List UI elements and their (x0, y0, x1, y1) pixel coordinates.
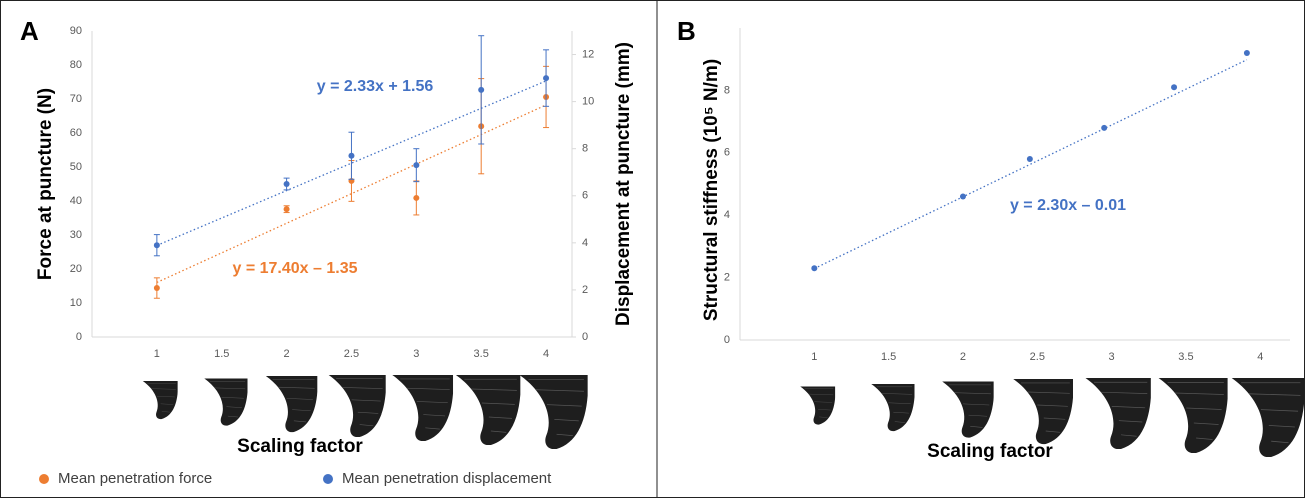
fin-illustration (328, 375, 387, 437)
data-point (1101, 124, 1108, 131)
legend-marker (323, 474, 333, 484)
y2-axis-title: Displacement at puncture (mm) (613, 42, 634, 326)
trendline (814, 59, 1248, 270)
data-point (1243, 49, 1250, 56)
x-axis-title: Scaling factor (237, 436, 363, 457)
y2-tick-label: 6 (582, 190, 588, 202)
data-point (283, 181, 290, 187)
y-tick-label: 20 (70, 263, 82, 275)
panel-label: B (677, 16, 696, 46)
data-point (413, 162, 420, 169)
y2-tick-label: 12 (582, 48, 594, 60)
fin-illustration (799, 386, 836, 425)
x-tick-label: 2 (960, 351, 966, 363)
x-tick-label: 3 (1109, 351, 1115, 363)
fin-illustration (1231, 378, 1305, 457)
data-point (811, 265, 818, 272)
data-point (153, 242, 160, 249)
y-tick-label: 50 (70, 161, 82, 173)
panel-label: A (20, 16, 39, 46)
x-tick-label: 4 (543, 348, 549, 360)
x-tick-label: 3 (413, 348, 419, 360)
y-tick-label: 6 (724, 147, 730, 159)
trendline-equation: y = 2.30x – 0.01 (1010, 197, 1126, 214)
data-point (153, 285, 160, 292)
data-point (959, 193, 966, 200)
y-tick-label: 60 (70, 127, 82, 139)
y-tick-label: 10 (70, 297, 82, 309)
legend-marker (39, 474, 49, 484)
y2-tick-label: 2 (582, 284, 588, 296)
y2-tick-label: 8 (582, 143, 588, 155)
data-point (413, 194, 420, 201)
y2-tick-label: 10 (582, 96, 594, 108)
fin-illustration (142, 380, 178, 420)
y-tick-label: 80 (70, 59, 82, 71)
fin-illustration (1012, 378, 1074, 445)
legend-label: Mean penetration force (58, 470, 212, 487)
x-tick-label: 1 (811, 351, 817, 363)
data-point (543, 75, 550, 82)
fin-illustration (204, 378, 248, 426)
x-tick-label: 4 (1257, 351, 1263, 363)
trendline-equation: y = 2.33x + 1.56 (317, 78, 434, 95)
x-tick-label: 2.5 (1030, 351, 1045, 363)
fin-illustration (455, 375, 521, 445)
y-tick-label: 40 (70, 195, 82, 207)
x-tick-label: 1.5 (881, 351, 896, 363)
y-axis-title: Force at puncture (N) (35, 88, 56, 280)
trendline-equation: y = 17.40x – 1.35 (233, 260, 358, 277)
y-tick-label: 8 (724, 84, 730, 96)
x-tick-label: 2 (284, 348, 290, 360)
legend-label: Mean penetration displacement (342, 470, 552, 487)
y-tick-label: 4 (724, 209, 730, 221)
fin-illustration (941, 381, 994, 438)
y-tick-label: 30 (70, 229, 82, 241)
y-tick-label: 0 (724, 334, 730, 346)
fin-illustration (391, 375, 454, 441)
x-tick-label: 3.5 (1178, 351, 1193, 363)
data-point (1171, 84, 1178, 91)
x-tick-label: 2.5 (344, 348, 359, 360)
y-tick-label: 2 (724, 272, 730, 284)
data-point (1026, 156, 1033, 163)
data-point (478, 86, 485, 93)
data-point (283, 206, 290, 213)
fin-illustration (870, 383, 915, 432)
y2-tick-label: 0 (582, 331, 588, 343)
data-point (348, 152, 355, 159)
fin-illustration (265, 375, 318, 433)
x-axis-title: Scaling factor (927, 441, 1053, 462)
y-tick-label: 0 (76, 331, 82, 343)
y-tick-label: 70 (70, 93, 82, 105)
y-axis-title: Structural stiffness (10⁵ N/m) (701, 59, 722, 321)
x-tick-label: 3.5 (474, 348, 489, 360)
fin-illustration (1158, 378, 1229, 453)
y-tick-label: 90 (70, 25, 82, 37)
y2-tick-label: 4 (582, 237, 588, 249)
x-tick-label: 1 (154, 348, 160, 360)
fin-illustration (519, 375, 589, 449)
fin-illustration (1085, 378, 1152, 449)
x-tick-label: 1.5 (214, 348, 229, 360)
